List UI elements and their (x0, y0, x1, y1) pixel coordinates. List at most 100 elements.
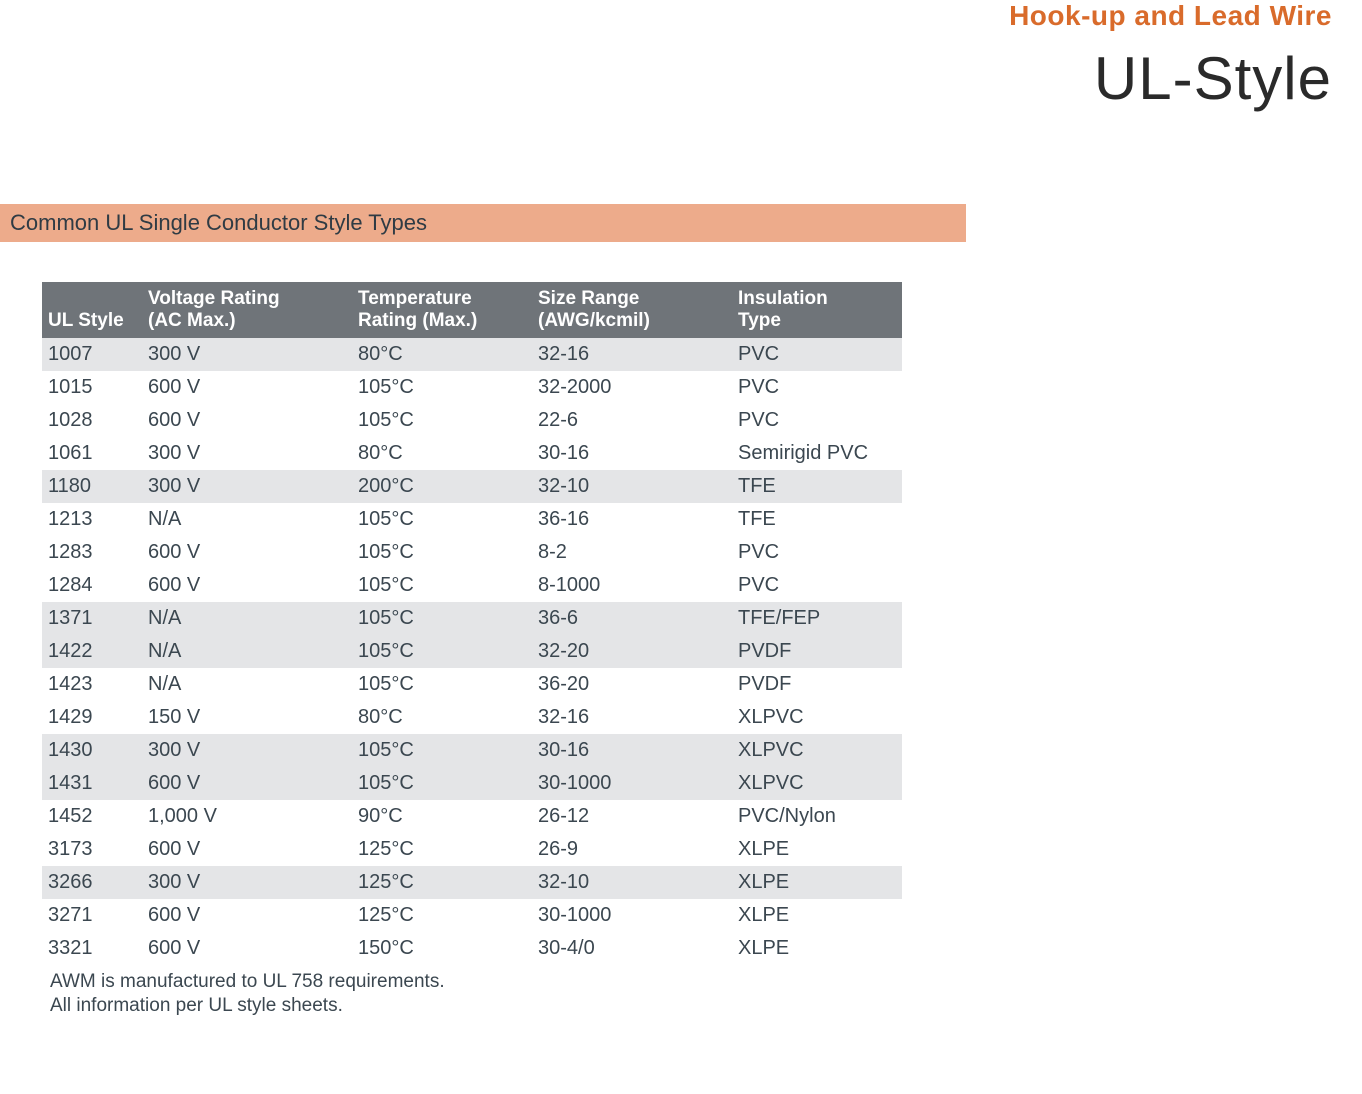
table-header-cell: Size Range(AWG/kcmil) (532, 282, 732, 338)
table-cell: XLPE (732, 932, 902, 965)
table-cell: 125°C (352, 866, 532, 899)
table-cell: 32-2000 (532, 371, 732, 404)
page-title: UL-Style (1094, 44, 1332, 113)
footnotes: AWM is manufactured to UL 758 requiremen… (42, 971, 902, 1017)
table-cell: PVC/Nylon (732, 800, 902, 833)
table-cell: 1061 (42, 437, 142, 470)
table-cell: N/A (142, 503, 352, 536)
table-header-line2: UL Style (48, 310, 124, 331)
table-row: 1430300 V105°C30-16XLPVC (42, 734, 902, 767)
section-heading: Common UL Single Conductor Style Types (0, 204, 966, 242)
category-title: Hook-up and Lead Wire (1009, 0, 1332, 32)
table-header-line1: Voltage Rating (148, 288, 280, 309)
table-cell: 300 V (142, 470, 352, 503)
table-header-cell: UL Style (42, 282, 142, 338)
table-cell: 32-10 (532, 470, 732, 503)
table-row: 1431600 V105°C30-1000XLPVC (42, 767, 902, 800)
table-cell: 80°C (352, 701, 532, 734)
table-cell: 105°C (352, 734, 532, 767)
table-cell: 105°C (352, 503, 532, 536)
table-row: 3173600 V125°C26-9XLPE (42, 833, 902, 866)
table-cell: 30-1000 (532, 899, 732, 932)
table-cell: 32-16 (532, 338, 732, 371)
page: Hook-up and Lead Wire UL-Style Common UL… (0, 0, 1362, 1094)
table-cell: 32-20 (532, 635, 732, 668)
table-cell: N/A (142, 602, 352, 635)
table-header-line1: Size Range (538, 288, 639, 309)
table-cell: 26-12 (532, 800, 732, 833)
table-row: 1007300 V80°C32-16PVC (42, 338, 902, 371)
table-cell: XLPE (732, 866, 902, 899)
table-cell: 105°C (352, 602, 532, 635)
table-cell: 3266 (42, 866, 142, 899)
table-cell: 36-6 (532, 602, 732, 635)
table-cell: 600 V (142, 833, 352, 866)
table-cell: XLPE (732, 899, 902, 932)
table-row: 1180300 V200°C32-10TFE (42, 470, 902, 503)
table-cell: 30-16 (532, 437, 732, 470)
table-header-row: UL StyleVoltage Rating(AC Max.)Temperatu… (42, 282, 902, 338)
table-cell: PVDF (732, 668, 902, 701)
table-cell: 90°C (352, 800, 532, 833)
table-cell: 26-9 (532, 833, 732, 866)
table-cell: 1213 (42, 503, 142, 536)
table-cell: 1431 (42, 767, 142, 800)
table-cell: PVC (732, 338, 902, 371)
table-cell: 105°C (352, 536, 532, 569)
table-cell: 600 V (142, 371, 352, 404)
table-cell: PVC (732, 569, 902, 602)
table-cell: 22-6 (532, 404, 732, 437)
table-cell: 3321 (42, 932, 142, 965)
table-cell: TFE (732, 503, 902, 536)
table-cell: XLPVC (732, 701, 902, 734)
table-row: 1283600 V105°C8-2PVC (42, 536, 902, 569)
table-cell: 125°C (352, 833, 532, 866)
table-cell: TFE/FEP (732, 602, 902, 635)
table-cell: 150°C (352, 932, 532, 965)
table-row: 1213N/A105°C36-16TFE (42, 503, 902, 536)
table-cell: 300 V (142, 866, 352, 899)
table-cell: XLPVC (732, 767, 902, 800)
table-cell: Semirigid PVC (732, 437, 902, 470)
table-cell: XLPVC (732, 734, 902, 767)
table-row: 3271600 V125°C30-1000XLPE (42, 899, 902, 932)
table-cell: 600 V (142, 767, 352, 800)
table-cell: 1452 (42, 800, 142, 833)
table-cell: 105°C (352, 569, 532, 602)
table-cell: 150 V (142, 701, 352, 734)
table-cell: 30-4/0 (532, 932, 732, 965)
table-cell: 1028 (42, 404, 142, 437)
table-row: 1061300 V80°C30-16Semirigid PVC (42, 437, 902, 470)
table-cell: 8-1000 (532, 569, 732, 602)
table-row: 1015600 V105°C32-2000PVC (42, 371, 902, 404)
footnote-line: All information per UL style sheets. (50, 995, 902, 1017)
table-cell: 125°C (352, 899, 532, 932)
table-row: 14521,000 V90°C26-12PVC/Nylon (42, 800, 902, 833)
table-cell: 200°C (352, 470, 532, 503)
table-header-line1: Insulation (738, 288, 828, 309)
table-row: 3266300 V125°C32-10XLPE (42, 866, 902, 899)
table-header-line1: Temperature (358, 288, 472, 309)
table-row: 3321600 V150°C30-4/0XLPE (42, 932, 902, 965)
table-header-cell: TemperatureRating (Max.) (352, 282, 532, 338)
table-cell: 1422 (42, 635, 142, 668)
table-cell: 1430 (42, 734, 142, 767)
table-row: 1422N/A105°C32-20PVDF (42, 635, 902, 668)
table-cell: XLPE (732, 833, 902, 866)
table-row: 1429150 V80°C32-16XLPVC (42, 701, 902, 734)
table-cell: 30-16 (532, 734, 732, 767)
table-cell: 30-1000 (532, 767, 732, 800)
table-container: UL StyleVoltage Rating(AC Max.)Temperatu… (42, 282, 902, 1019)
table-cell: 300 V (142, 734, 352, 767)
table-cell: 32-10 (532, 866, 732, 899)
table-row: 1284600 V105°C8-1000PVC (42, 569, 902, 602)
table-header-cell: InsulationType (732, 282, 902, 338)
table-header: UL StyleVoltage Rating(AC Max.)Temperatu… (42, 282, 902, 338)
table-cell: 1007 (42, 338, 142, 371)
table-cell: 8-2 (532, 536, 732, 569)
table-header-cell: Voltage Rating(AC Max.) (142, 282, 352, 338)
table-cell: PVDF (732, 635, 902, 668)
table-cell: 1180 (42, 470, 142, 503)
table-row: 1423N/A105°C36-20PVDF (42, 668, 902, 701)
table-cell: 36-20 (532, 668, 732, 701)
